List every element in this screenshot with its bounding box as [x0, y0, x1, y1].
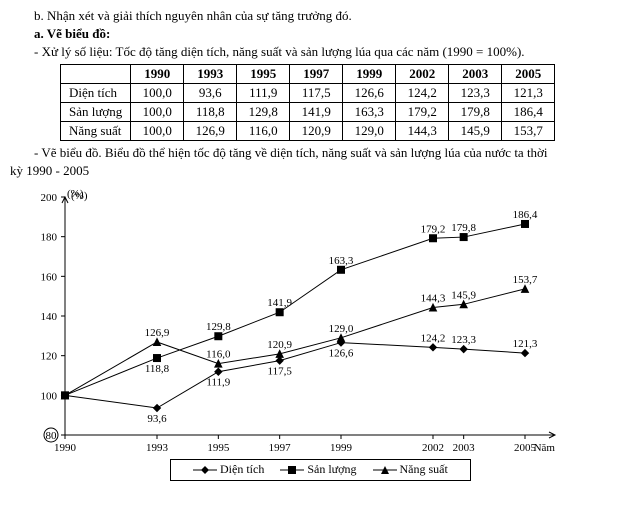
svg-text:121,3: 121,3	[513, 338, 538, 350]
table-row: Diện tích100,093,6111,9117,5126,6124,212…	[61, 84, 555, 103]
svg-text:Năm: Năm	[534, 442, 556, 454]
svg-text:153,7: 153,7	[513, 274, 538, 286]
legend-label: Năng suất	[400, 462, 448, 476]
table-cell: 144,3	[396, 122, 449, 141]
svg-text:1990: 1990	[54, 442, 77, 454]
svg-text:1995: 1995	[207, 442, 230, 454]
table-year-header: 1997	[290, 65, 343, 84]
svg-text:80: 80	[46, 430, 58, 442]
xuly-line: - Xử lý số liệu: Tốc độ tăng diện tích, …	[10, 44, 621, 60]
table-year-header: 1995	[237, 65, 290, 84]
svg-text:126,9: 126,9	[145, 327, 170, 339]
table-cell: 163,3	[343, 103, 396, 122]
line-chart: (%)(%)8010012014016018020019901993199519…	[10, 187, 570, 457]
svg-text:129,0: 129,0	[329, 323, 354, 335]
svg-text:179,2: 179,2	[421, 223, 446, 235]
svg-text:120: 120	[41, 351, 58, 363]
svg-text:93,6: 93,6	[147, 413, 167, 425]
table-cell: 123,3	[449, 84, 502, 103]
svg-text:141,9: 141,9	[267, 297, 292, 309]
svg-text:144,3: 144,3	[421, 292, 446, 304]
table-cell: 100,0	[131, 122, 184, 141]
svg-text:129,8: 129,8	[206, 321, 231, 333]
svg-text:140: 140	[41, 311, 58, 323]
table-year-header: 1990	[131, 65, 184, 84]
svg-text:186,4: 186,4	[513, 209, 538, 221]
legend-marker	[280, 462, 304, 478]
svg-text:200: 200	[41, 192, 58, 204]
table-cell: 126,6	[343, 84, 396, 103]
table-cell: 179,2	[396, 103, 449, 122]
heading-a: a. Vẽ biểu đồ:	[10, 26, 621, 42]
table-row-label: Năng suất	[61, 122, 131, 141]
table-corner	[61, 65, 131, 84]
svg-text:1993: 1993	[146, 442, 169, 454]
legend-marker	[193, 462, 217, 478]
table-cell: 153,7	[502, 122, 555, 141]
table-cell: 129,0	[343, 122, 396, 141]
table-cell: 116,0	[237, 122, 290, 141]
legend-marker	[373, 462, 397, 478]
line-b: b. Nhận xét và giải thích nguyên nhân củ…	[10, 8, 621, 24]
table-cell: 118,8	[184, 103, 237, 122]
table-cell: 126,9	[184, 122, 237, 141]
data-table: 19901993199519971999200220032005 Diện tí…	[60, 64, 555, 141]
svg-text:117,5: 117,5	[267, 366, 292, 378]
table-cell: 111,9	[237, 84, 290, 103]
table-cell: 121,3	[502, 84, 555, 103]
ky-line: kỳ 1990 - 2005	[10, 163, 621, 179]
svg-text:116,0: 116,0	[206, 349, 231, 361]
svg-text:160: 160	[41, 271, 58, 283]
table-cell: 124,2	[396, 84, 449, 103]
svg-text:179,8: 179,8	[451, 222, 476, 234]
legend: Diện tích Sản lượng Năng suất	[170, 459, 471, 481]
table-row-label: Diện tích	[61, 84, 131, 103]
table-cell: 117,5	[290, 84, 343, 103]
svg-text:1997: 1997	[269, 442, 292, 454]
table-cell: 100,0	[131, 103, 184, 122]
svg-text:100: 100	[41, 390, 58, 402]
table-cell: 145,9	[449, 122, 502, 141]
table-cell: 100,0	[131, 84, 184, 103]
svg-text:1999: 1999	[330, 442, 353, 454]
legend-label: Diện tích	[220, 462, 264, 476]
table-year-header: 2003	[449, 65, 502, 84]
svg-text:124,2: 124,2	[421, 332, 446, 344]
svg-text:163,3: 163,3	[329, 255, 354, 267]
table-cell: 141,9	[290, 103, 343, 122]
svg-text:126,6: 126,6	[329, 348, 354, 360]
svg-text:180: 180	[41, 232, 58, 244]
legend-item: Diện tích	[193, 462, 264, 478]
svg-text:2002: 2002	[422, 442, 444, 454]
table-row: Năng suất100,0126,9116,0120,9129,0144,31…	[61, 122, 555, 141]
svg-text:2003: 2003	[453, 442, 476, 454]
table-year-header: 1999	[343, 65, 396, 84]
table-row-label: Sản lượng	[61, 103, 131, 122]
svg-text:123,3: 123,3	[451, 334, 476, 346]
table-cell: 186,4	[502, 103, 555, 122]
table-year-header: 2002	[396, 65, 449, 84]
chart-container: (%)(%)8010012014016018020019901993199519…	[10, 187, 621, 481]
table-year-header: 2005	[502, 65, 555, 84]
table-cell: 129,8	[237, 103, 290, 122]
svg-text:145,9: 145,9	[451, 289, 476, 301]
table-cell: 179,8	[449, 103, 502, 122]
svg-text:120,9: 120,9	[267, 339, 292, 351]
svg-text:118,8: 118,8	[145, 363, 170, 375]
table-cell: 120,9	[290, 122, 343, 141]
svg-text:111,9: 111,9	[206, 377, 230, 389]
table-row: Sản lượng100,0118,8129,8141,9163,3179,21…	[61, 103, 555, 122]
legend-item: Năng suất	[373, 462, 448, 478]
vebd-line: - Vẽ biểu đồ. Biểu đồ thể hiện tốc độ tă…	[10, 145, 621, 161]
legend-label: Sản lượng	[307, 462, 356, 476]
svg-text:(%): (%)	[71, 190, 88, 202]
table-cell: 93,6	[184, 84, 237, 103]
table-year-header: 1993	[184, 65, 237, 84]
legend-item: Sản lượng	[280, 462, 356, 478]
